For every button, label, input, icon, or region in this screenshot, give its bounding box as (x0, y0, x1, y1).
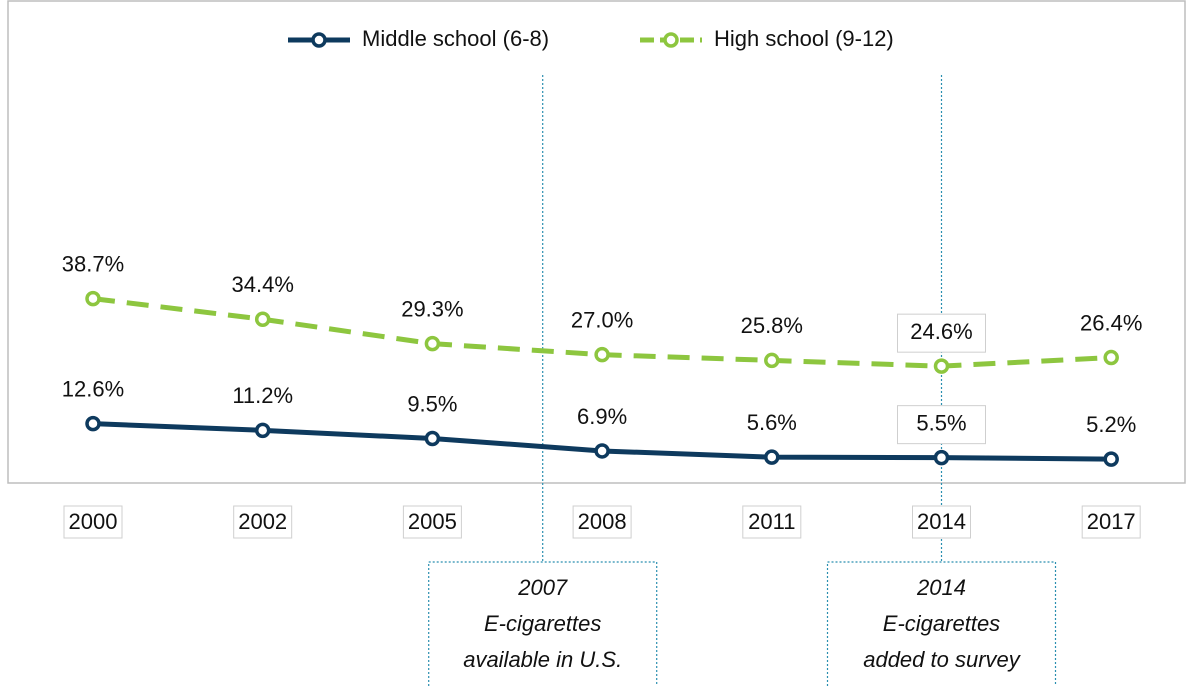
x-tick-box (742, 505, 802, 539)
data-label: 27.0% (571, 307, 633, 332)
x-tick-label: 2002 (238, 509, 287, 534)
point-marker (1103, 349, 1119, 366)
data-label: 11.2% (232, 383, 293, 408)
data-label: 25.8% (741, 313, 803, 338)
x-tick-box (912, 505, 971, 539)
data-label: 38.7% (62, 251, 124, 276)
point-marker (424, 335, 441, 352)
data-label: 5.2% (1086, 412, 1136, 437)
data-label: 29.3% (401, 296, 463, 321)
legend-marker (663, 32, 679, 48)
x-tick-label: 2005 (408, 509, 457, 534)
point-marker (594, 346, 610, 363)
data-label: 5.5% (916, 410, 966, 435)
x-tick-box (63, 505, 123, 539)
annotation-box (428, 561, 658, 686)
x-tick-label: 2008 (578, 509, 627, 534)
plot-frame (7, 0, 1186, 484)
legend-label: High school (9-12) (714, 26, 894, 51)
data-label-box (897, 313, 986, 353)
x-tick-box (402, 505, 462, 539)
point-marker (85, 415, 101, 432)
data-label: 34.4% (232, 272, 294, 297)
point-marker (254, 422, 271, 439)
x-tick-label: 2014 (917, 509, 966, 534)
annotation-text: 2014 (916, 575, 966, 600)
annotation-text: E-cigarettes (883, 611, 1000, 636)
annotation-text: added to survey (863, 647, 1022, 672)
x-tick-label: 2017 (1087, 509, 1136, 534)
data-label: 26.4% (1080, 310, 1142, 335)
data-label-box (897, 405, 986, 445)
point-marker (594, 443, 610, 459)
point-marker (85, 290, 101, 307)
x-tick-box (233, 505, 293, 539)
point-marker (933, 449, 950, 466)
x-tick-box (572, 505, 632, 539)
annotation-text: 2007 (517, 575, 568, 600)
data-label: 24.6% (910, 319, 972, 344)
point-marker (764, 449, 780, 465)
data-label: 5.6% (747, 410, 797, 435)
annotation-box (826, 561, 1057, 686)
data-label: 12.6% (62, 376, 124, 401)
data-label: 9.5% (407, 391, 457, 416)
x-tick-box (1081, 505, 1141, 539)
x-tick-label: 2011 (748, 509, 795, 534)
point-marker (254, 311, 271, 327)
data-label: 6.9% (577, 404, 627, 429)
point-marker (1103, 451, 1119, 467)
annotation-text: E-cigarettes (484, 611, 601, 636)
point-marker (424, 430, 441, 447)
legend-label: Middle school (6-8) (362, 26, 549, 51)
x-tick-label: 2000 (69, 509, 118, 534)
point-marker (764, 352, 780, 369)
annotation-text: available in U.S. (463, 647, 622, 672)
point-marker (933, 358, 950, 374)
legend-marker (311, 32, 327, 48)
